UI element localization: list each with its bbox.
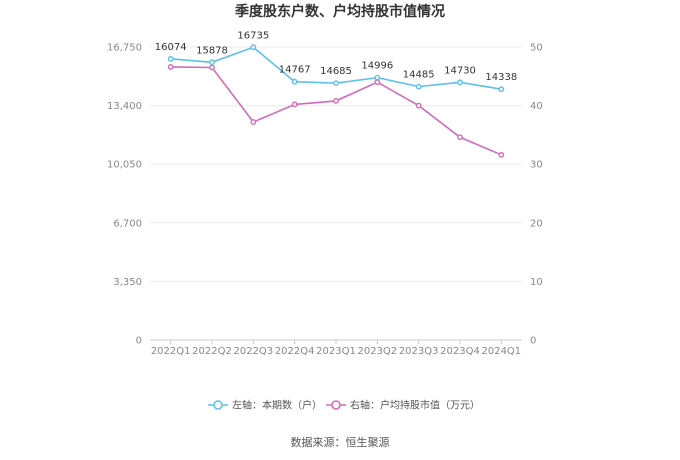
data-point [498, 86, 505, 93]
axis-layer: 0 0 3,350 10 6,700 20 10,050 30 13,400 40 16,750 50… [107, 43, 543, 358]
grid-layer [150, 46, 522, 341]
data-label: 14685 [320, 66, 352, 77]
y-left-tick-label: 13,400 [107, 101, 142, 112]
series-line-avg-value [170, 66, 502, 156]
y-left-tick-label: 6,700 [113, 218, 142, 229]
data-point [250, 44, 257, 51]
data-point [374, 79, 381, 86]
data-point [457, 79, 463, 86]
data-point [333, 80, 339, 87]
data-point [167, 55, 174, 62]
series-layer [167, 44, 505, 158]
data-point [333, 98, 339, 104]
data-point [415, 102, 422, 109]
data-label: 14338 [485, 72, 517, 83]
data-point [209, 64, 215, 71]
y-right-tick-label: 40 [530, 101, 543, 112]
y-right-tick-label: 0 [530, 336, 536, 347]
legend-label: 左轴：本期数（户） [232, 399, 322, 412]
data-label-layer: 16074 15878 16735 14767 14685 14996 14485 14730… [155, 30, 517, 83]
data-label: 16735 [237, 30, 269, 41]
y-left-tick-label: 0 [136, 336, 142, 347]
data-label: 14767 [279, 65, 311, 76]
y-right-tick-label: 10 [530, 277, 543, 288]
y-right-tick-label: 50 [530, 43, 543, 54]
data-point [167, 64, 174, 70]
x-tick-label: 2022Q1 [151, 346, 191, 357]
data-label: 14730 [444, 65, 476, 76]
data-point [374, 74, 381, 81]
y-right-tick-label: 30 [530, 160, 543, 171]
data-point [498, 151, 505, 158]
x-tick-label: 2024Q1 [481, 346, 521, 357]
x-tick-label: 2022Q3 [233, 346, 273, 357]
legend-item[interactable]: 右轴：户均持股市值（万元） [326, 399, 480, 412]
x-tick-label: 2023Q1 [316, 346, 356, 357]
y-left-tick-label: 10,050 [107, 160, 142, 171]
x-tick-label: 2022Q2 [192, 346, 232, 357]
data-label: 16074 [155, 42, 187, 53]
x-tick-label: 2022Q4 [275, 346, 315, 357]
legend-item[interactable]: 左轴：本期数（户） [208, 399, 322, 412]
data-label: 14485 [403, 70, 435, 81]
x-tick-label: 2023Q3 [399, 346, 439, 357]
data-point [291, 101, 298, 108]
legend-label: 右轴：户均持股市值（万元） [350, 399, 480, 412]
data-point [457, 134, 463, 141]
legend-marker-swatch [213, 400, 223, 410]
legend-marker-swatch [331, 400, 341, 410]
data-source-note: 数据来源：恒生聚源 [291, 435, 390, 449]
data-point [250, 119, 257, 125]
chart-title: 季度股东户数、户均持股市值情况 [234, 3, 445, 20]
data-point [209, 59, 215, 66]
data-label: 14996 [361, 61, 393, 72]
data-point [415, 83, 422, 90]
y-left-tick-label: 16,750 [107, 43, 142, 54]
data-point [291, 78, 298, 85]
y-right-tick-label: 20 [530, 218, 543, 229]
y-left-tick-label: 3,350 [113, 277, 142, 288]
data-label: 15878 [196, 45, 228, 56]
x-tick-label: 2023Q2 [357, 346, 397, 357]
x-tick-label: 2023Q4 [440, 346, 480, 357]
legend[interactable]: 左轴：本期数（户） 右轴：户均持股市值（万元） [208, 399, 480, 412]
